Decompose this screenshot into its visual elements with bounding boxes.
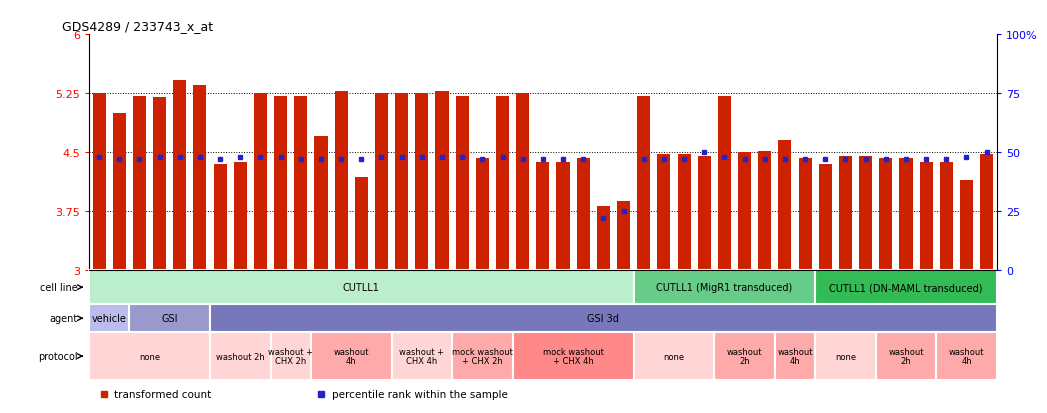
Bar xyxy=(597,206,610,271)
Text: mock washout
+ CHX 4h: mock washout + CHX 4h xyxy=(542,347,603,366)
Bar xyxy=(940,162,953,271)
Bar xyxy=(392,332,452,380)
Bar xyxy=(475,159,489,271)
Text: none: none xyxy=(834,352,856,361)
Bar xyxy=(658,154,670,271)
Text: none: none xyxy=(139,352,160,361)
Bar xyxy=(270,332,311,380)
Bar xyxy=(778,141,792,271)
Text: CUTLL1 (DN-MAML transduced): CUTLL1 (DN-MAML transduced) xyxy=(829,282,983,292)
Bar xyxy=(455,96,469,271)
Bar xyxy=(513,332,633,380)
Bar xyxy=(714,332,775,380)
Bar xyxy=(355,178,367,271)
Bar xyxy=(875,332,936,380)
Bar xyxy=(89,271,633,304)
Bar xyxy=(633,332,714,380)
Bar xyxy=(130,304,210,332)
Text: percentile rank within the sample: percentile rank within the sample xyxy=(332,389,508,399)
Text: CUTLL1: CUTLL1 xyxy=(342,282,380,292)
Bar xyxy=(536,162,550,271)
Bar xyxy=(839,157,852,271)
Text: protocol: protocol xyxy=(39,351,79,361)
Text: washout 2h: washout 2h xyxy=(216,352,265,361)
Bar xyxy=(113,114,126,271)
Bar xyxy=(254,94,267,271)
Bar xyxy=(860,157,872,271)
Bar xyxy=(718,96,731,271)
Bar xyxy=(395,94,408,271)
Bar xyxy=(89,332,210,380)
Bar xyxy=(697,157,711,271)
Bar xyxy=(758,151,772,271)
Bar xyxy=(899,159,913,271)
Bar xyxy=(516,94,529,271)
Bar xyxy=(314,137,328,271)
Bar xyxy=(799,159,811,271)
Bar xyxy=(617,202,630,271)
Bar xyxy=(274,96,287,271)
Text: washout +
CHX 4h: washout + CHX 4h xyxy=(399,347,444,366)
Bar xyxy=(210,304,997,332)
Text: none: none xyxy=(664,352,685,361)
Bar xyxy=(436,92,448,271)
Bar xyxy=(416,94,428,271)
Text: agent: agent xyxy=(50,313,79,323)
Bar xyxy=(92,94,106,271)
Bar xyxy=(919,162,933,271)
Bar xyxy=(879,159,892,271)
Bar xyxy=(214,165,226,271)
Text: transformed count: transformed count xyxy=(114,389,211,399)
Bar xyxy=(638,96,650,271)
Text: washout
2h: washout 2h xyxy=(888,347,923,366)
Bar xyxy=(294,96,308,271)
Text: GSI 3d: GSI 3d xyxy=(587,313,620,323)
Text: washout
4h: washout 4h xyxy=(949,347,984,366)
Bar xyxy=(936,332,997,380)
Text: washout
2h: washout 2h xyxy=(727,347,762,366)
Bar xyxy=(816,332,875,380)
Bar xyxy=(577,159,589,271)
Bar xyxy=(375,94,388,271)
Bar xyxy=(775,332,816,380)
Bar xyxy=(677,154,691,271)
Bar xyxy=(153,98,166,271)
Bar xyxy=(210,332,270,380)
Bar xyxy=(633,271,816,304)
Text: CUTLL1 (MigR1 transduced): CUTLL1 (MigR1 transduced) xyxy=(656,282,793,292)
Bar xyxy=(980,154,994,271)
Bar xyxy=(738,153,751,271)
Bar xyxy=(557,162,570,271)
Text: cell line: cell line xyxy=(41,282,79,292)
Bar xyxy=(194,86,206,271)
Bar xyxy=(960,180,973,271)
Bar xyxy=(452,332,513,380)
Text: GSI: GSI xyxy=(161,313,178,323)
Text: GDS4289 / 233743_x_at: GDS4289 / 233743_x_at xyxy=(63,19,214,33)
Text: washout
4h: washout 4h xyxy=(777,347,812,366)
Bar xyxy=(819,165,831,271)
Bar xyxy=(335,92,348,271)
Text: vehicle: vehicle xyxy=(92,313,127,323)
Bar xyxy=(816,271,997,304)
Text: washout +
CHX 2h: washout + CHX 2h xyxy=(268,347,313,366)
Bar xyxy=(173,81,186,271)
Bar xyxy=(133,96,146,271)
Bar xyxy=(233,162,247,271)
Text: mock washout
+ CHX 2h: mock washout + CHX 2h xyxy=(452,347,513,366)
Bar xyxy=(496,96,509,271)
Bar xyxy=(89,304,130,332)
Text: washout
4h: washout 4h xyxy=(334,347,369,366)
Bar xyxy=(311,332,392,380)
